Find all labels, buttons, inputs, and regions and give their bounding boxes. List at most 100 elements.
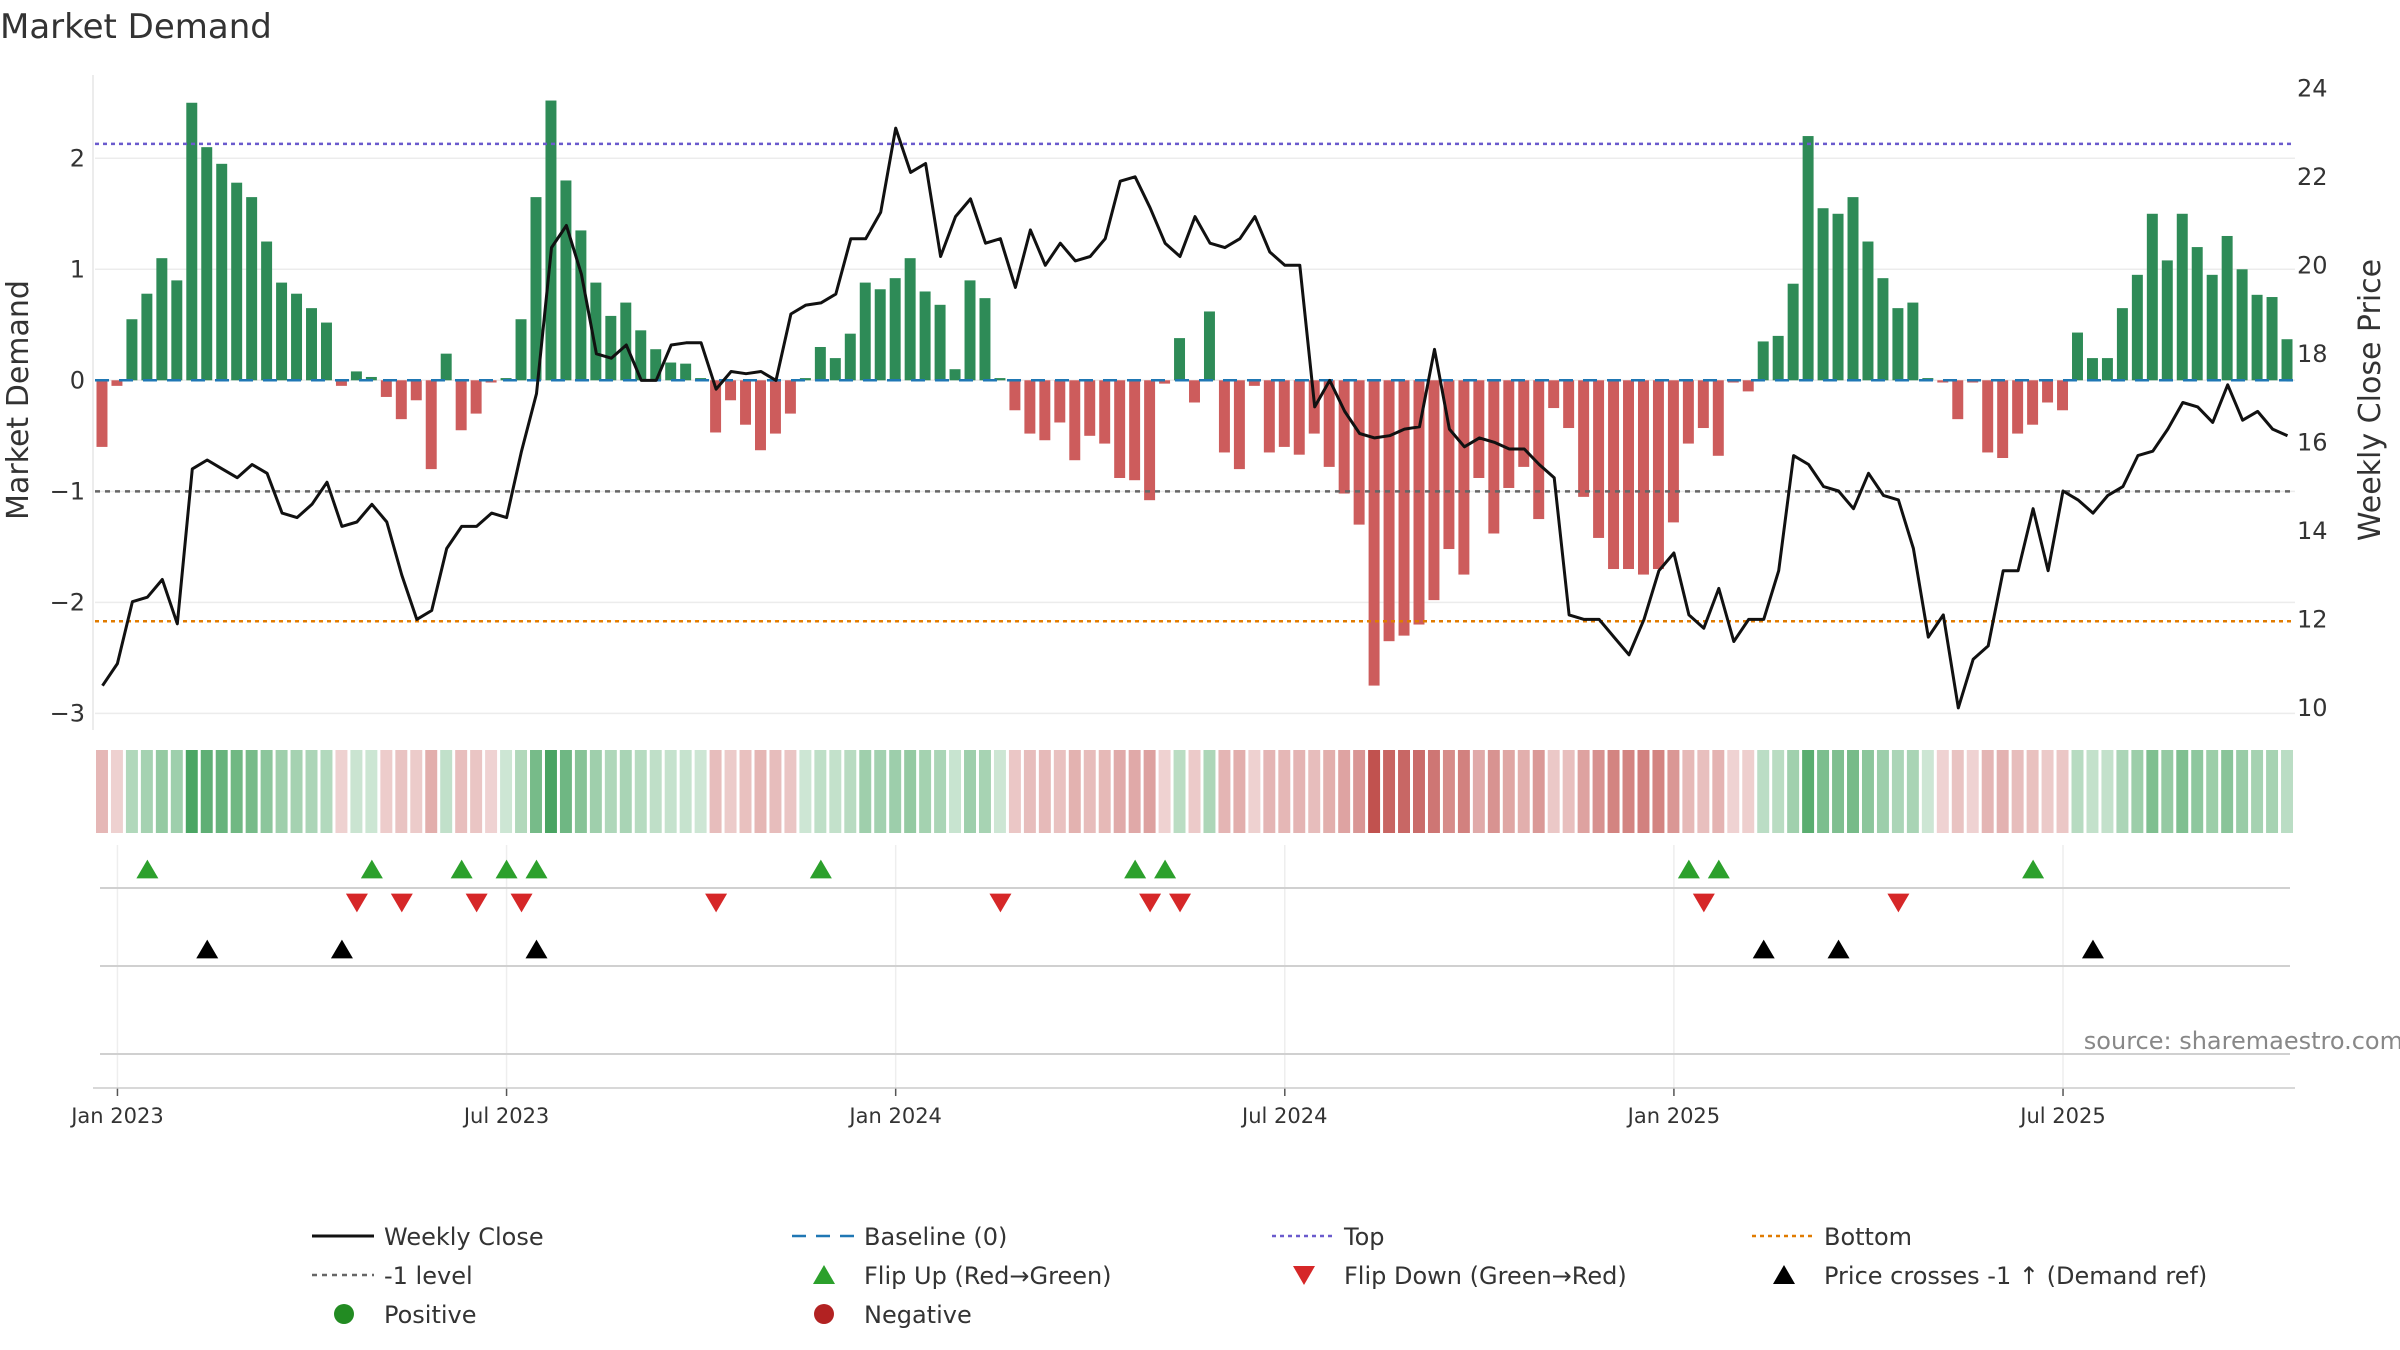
heat-cell (1891, 750, 1904, 833)
heat-cell (2086, 750, 2099, 833)
y2-tick-label: 22 (2297, 163, 2328, 191)
heat-cell (395, 750, 408, 833)
heat-cell (1023, 750, 1036, 833)
y2-tick-label: 18 (2297, 340, 2328, 368)
demand-bar (1398, 380, 1410, 636)
y2-tick-label: 14 (2297, 517, 2328, 545)
demand-bar (2101, 358, 2113, 381)
legend-label: Weekly Close (384, 1223, 544, 1251)
demand-bar (380, 380, 392, 397)
heat-cell (784, 750, 797, 833)
demand-bar (1772, 335, 1784, 381)
cross-up-marker (2081, 939, 2104, 959)
heat-cell (1622, 750, 1635, 833)
heat-cell (739, 750, 752, 833)
heat-cell (1682, 750, 1695, 833)
y2-tick-label: 24 (2297, 74, 2328, 102)
cross-up-marker (330, 939, 353, 959)
demand-bar (1667, 380, 1679, 523)
heat-cell (754, 750, 767, 833)
flip-up-marker (1154, 859, 1177, 879)
heat-cell (1981, 750, 1994, 833)
demand-bar (1877, 278, 1889, 381)
reference-levels (95, 142, 2295, 623)
heat-cell (1248, 750, 1261, 833)
flip-down-marker (1692, 893, 1715, 913)
demand-bar (171, 280, 183, 381)
heat-cell (1906, 750, 1919, 833)
heat-cell (694, 750, 707, 833)
demand-bar (2086, 358, 2098, 381)
x-tick-label: Jul 2025 (2018, 1104, 2105, 1128)
demand-bar (1997, 380, 2009, 459)
heat-cell (1547, 750, 1560, 833)
heat-cell (1847, 750, 1859, 833)
heat-cell (1338, 750, 1351, 833)
demand-bar (844, 333, 856, 381)
demand-heat-strip (96, 750, 2293, 833)
heat-cell (1383, 750, 1396, 833)
flip-up-marker (1707, 859, 1730, 879)
heat-cell (949, 750, 962, 833)
heat-cell (515, 750, 528, 833)
demand-bar (1802, 136, 1814, 381)
demand-bar (1263, 380, 1275, 453)
demand-bar (2266, 297, 2278, 381)
heat-cell (110, 750, 123, 833)
heat-cell (664, 750, 677, 833)
x-tick-label: Jan 2023 (69, 1104, 164, 1128)
heat-cell (1532, 750, 1545, 833)
heat-cell (919, 750, 932, 833)
heat-cell (455, 750, 468, 833)
demand-bar (2206, 274, 2218, 381)
heat-cell (1607, 750, 1620, 833)
heat-cell (1861, 750, 1874, 833)
y-tick-label: 1 (70, 255, 85, 283)
demand-bar (979, 298, 991, 381)
heat-cell (1996, 750, 2009, 833)
heat-cell (1398, 750, 1411, 833)
demand-bar (1203, 311, 1215, 381)
heat-cell (1323, 750, 1336, 833)
demand-bar (1039, 380, 1051, 441)
demand-bar (1368, 380, 1380, 686)
demand-bar (1892, 308, 1904, 381)
heat-cell (1098, 750, 1111, 833)
heat-cell (1652, 750, 1665, 833)
flip-down-marker (345, 893, 368, 913)
demand-bar (455, 380, 467, 431)
demand-bar (1323, 380, 1335, 467)
demand-bar (1578, 380, 1590, 497)
demand-bar (964, 280, 976, 381)
heat-cell (2221, 750, 2234, 833)
demand-bar (1593, 380, 1605, 538)
demand-bar (799, 378, 811, 381)
heat-cell (215, 750, 228, 833)
demand-bar (1982, 380, 1994, 453)
demand-bar (320, 322, 332, 381)
demand-bar (111, 380, 123, 386)
heat-cell (604, 750, 617, 833)
demand-bar (1742, 380, 1754, 392)
demand-bar (2161, 260, 2173, 381)
flip-up-marker (360, 859, 383, 879)
demand-bar (1832, 213, 1844, 381)
demand-bar (2042, 380, 2054, 403)
chart-title: Market Demand (0, 7, 272, 47)
heat-cell (709, 750, 722, 833)
y-tick-label: 0 (70, 366, 85, 394)
heat-cell (1951, 750, 1964, 833)
heat-cell (230, 750, 243, 833)
demand-bar (1862, 241, 1874, 381)
heat-cell (1218, 750, 1231, 833)
legend-label: Flip Down (Green→Red) (1344, 1262, 1627, 1290)
flip-up-marker (136, 859, 159, 879)
demand-bar (874, 289, 886, 381)
heat-cell (619, 750, 632, 833)
demand-bar (665, 362, 677, 381)
y2-tick-label: 12 (2297, 605, 2328, 633)
demand-bar (1548, 380, 1560, 409)
flip-down-marker (1139, 893, 1162, 913)
flip-down-marker (705, 893, 728, 913)
